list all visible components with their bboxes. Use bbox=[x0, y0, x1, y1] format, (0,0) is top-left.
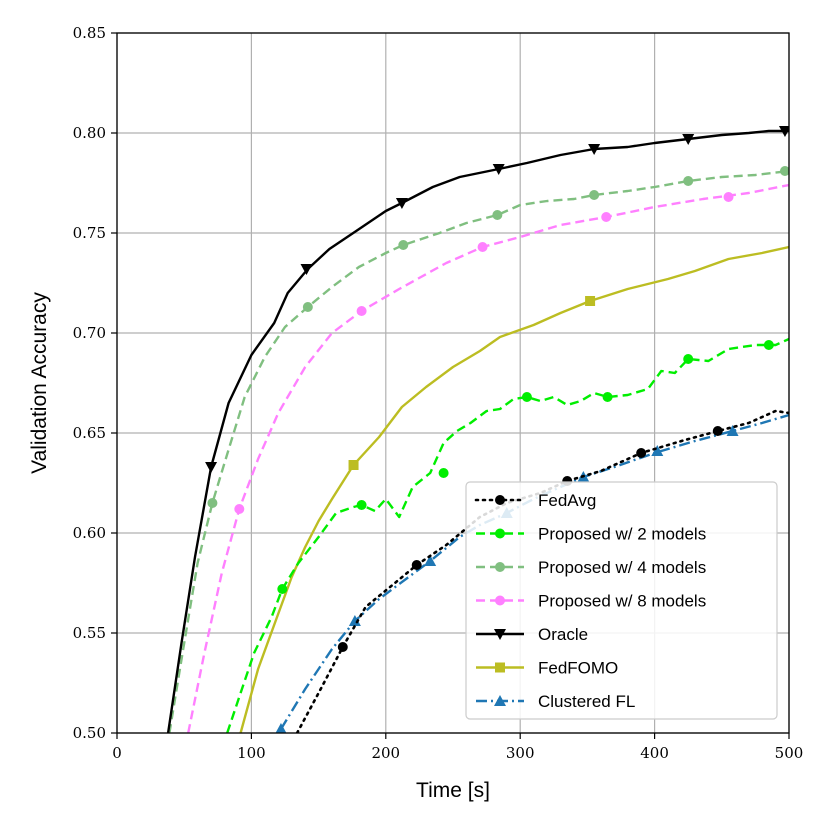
y-tick-label: 0.55 bbox=[73, 624, 106, 642]
data-point-fedfomo bbox=[585, 296, 596, 306]
y-tick-label: 0.65 bbox=[73, 424, 106, 442]
legend: FedAvg Proposed w/ 2 models Proposed w/ 4 … bbox=[465, 481, 778, 720]
data-point-oracle bbox=[778, 126, 789, 137]
legend-item-proposed-w-4-models: Proposed w/ 4 models bbox=[476, 558, 706, 577]
data-point-proposed-w-4-models bbox=[398, 240, 409, 250]
data-point-proposed-w-2-models bbox=[277, 584, 288, 594]
legend-label: Proposed w/ 8 models bbox=[538, 592, 706, 611]
data-point-oracle bbox=[395, 198, 408, 209]
x-tick-label: 0 bbox=[112, 744, 122, 762]
y-tick-label: 0.50 bbox=[73, 724, 106, 742]
data-point-proposed-w-2-models bbox=[521, 392, 532, 402]
series-line-proposed-w-2-models bbox=[226, 337, 789, 733]
data-point-proposed-w-4-models bbox=[492, 210, 503, 220]
legend-item-fedfomo: FedFOMO bbox=[476, 659, 618, 678]
x-tick-label: 500 bbox=[775, 744, 804, 762]
legend-label: FedFOMO bbox=[538, 659, 618, 678]
data-point-fedavg bbox=[337, 642, 348, 652]
x-tick-label: 200 bbox=[371, 744, 400, 762]
data-point-proposed-w-4-models bbox=[589, 190, 600, 200]
legend-label: FedAvg bbox=[538, 491, 596, 510]
data-point-oracle bbox=[492, 164, 505, 175]
legend-marker bbox=[495, 495, 505, 505]
data-point-proposed-w-2-models bbox=[763, 340, 774, 350]
legend-marker bbox=[494, 695, 506, 706]
data-point-oracle bbox=[682, 134, 695, 145]
series-fedfomo bbox=[239, 245, 789, 733]
y-tick-label: 0.70 bbox=[73, 324, 106, 342]
y-axis-ticks: 0.50 0.55 0.60 0.65 0.70 0.75 0.80 0.85 bbox=[73, 24, 117, 742]
y-axis-label: Validation Accuracy bbox=[28, 292, 51, 474]
data-point-proposed-w-8-models bbox=[356, 306, 367, 316]
x-axis-label: Time [s] bbox=[416, 779, 490, 802]
series-proposed-w-8-models bbox=[187, 183, 789, 733]
data-point-clustered-fl bbox=[651, 445, 664, 456]
legend-marker bbox=[495, 662, 505, 673]
data-point-proposed-w-8-models bbox=[723, 192, 734, 202]
legend-item-fedavg: FedAvg bbox=[474, 491, 596, 510]
series-proposed-w-2-models bbox=[226, 337, 789, 733]
data-point-proposed-w-2-models bbox=[602, 392, 613, 402]
data-point-fedfomo bbox=[348, 460, 359, 470]
legend-marker bbox=[495, 528, 505, 539]
data-point-proposed-w-2-models bbox=[438, 468, 449, 478]
data-point-clustered-fl bbox=[275, 723, 287, 733]
legend-label: Clustered FL bbox=[538, 692, 635, 711]
y-tick-label: 0.85 bbox=[73, 24, 106, 42]
data-point-clustered-fl bbox=[348, 615, 361, 626]
data-point-proposed-w-2-models bbox=[683, 354, 694, 364]
legend-label: Proposed w/ 4 models bbox=[538, 558, 706, 577]
plot-frame bbox=[116, 32, 790, 734]
x-tick-label: 400 bbox=[640, 744, 669, 762]
data-point-proposed-w-2-models bbox=[356, 500, 367, 510]
y-tick-label: 0.75 bbox=[73, 224, 106, 242]
legend-marker bbox=[495, 595, 505, 606]
series-oracle bbox=[166, 126, 789, 733]
x-tick-label: 100 bbox=[237, 744, 266, 762]
data-point-fedavg bbox=[411, 560, 422, 570]
data-point-proposed-w-8-models bbox=[601, 212, 612, 222]
data-point-oracle bbox=[588, 144, 601, 155]
data-point-proposed-w-4-models bbox=[683, 176, 694, 186]
x-tick-label: 300 bbox=[506, 744, 535, 762]
legend-item-proposed-w-8-models: Proposed w/ 8 models bbox=[476, 592, 706, 611]
series-proposed-w-4-models bbox=[168, 166, 789, 733]
x-axis-ticks: 0 100 200 300 400 500 bbox=[112, 733, 803, 762]
series-layer bbox=[166, 126, 789, 733]
data-point-clustered-fl bbox=[424, 555, 437, 566]
legend-label: Oracle bbox=[538, 625, 588, 644]
legend-box bbox=[465, 481, 778, 720]
series-line-oracle bbox=[166, 129, 789, 733]
series-line-proposed-w-4-models bbox=[168, 169, 789, 733]
legend-label: Proposed w/ 2 models bbox=[538, 525, 706, 544]
y-tick-label: 0.80 bbox=[73, 124, 106, 142]
series-line-fedfomo bbox=[239, 245, 789, 733]
data-point-proposed-w-4-models bbox=[207, 498, 218, 508]
data-point-clustered-fl bbox=[726, 425, 739, 436]
data-point-proposed-w-8-models bbox=[234, 504, 245, 514]
data-point-fedavg bbox=[636, 448, 647, 458]
data-point-fedavg bbox=[712, 426, 723, 436]
data-point-proposed-w-4-models bbox=[779, 166, 789, 176]
legend-item-proposed-w-2-models: Proposed w/ 2 models bbox=[476, 525, 706, 544]
data-point-proposed-w-4-models bbox=[302, 302, 313, 312]
data-point-proposed-w-8-models bbox=[477, 242, 488, 252]
y-tick-label: 0.60 bbox=[73, 524, 106, 542]
data-point-oracle bbox=[300, 264, 313, 275]
legend-item-oracle: Oracle bbox=[476, 625, 588, 644]
data-point-oracle bbox=[205, 462, 218, 473]
legend-item-clustered-fl: Clustered FL bbox=[476, 692, 635, 711]
legend-marker bbox=[494, 629, 506, 640]
legend-marker bbox=[495, 562, 505, 572]
